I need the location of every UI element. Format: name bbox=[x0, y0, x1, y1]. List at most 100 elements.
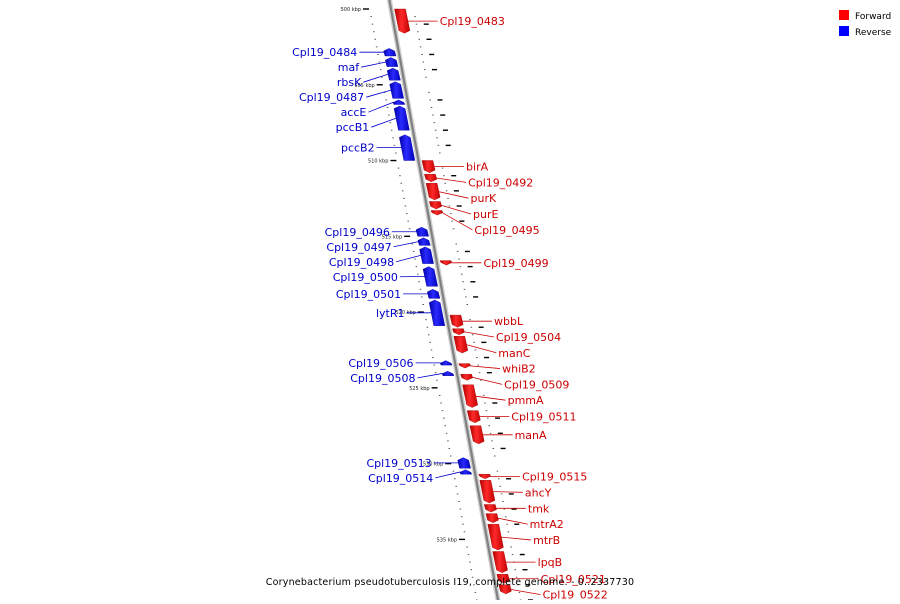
gene-leader-line bbox=[464, 332, 494, 337]
gene-label[interactable]: lytR1 bbox=[376, 307, 405, 320]
gene-Cpl19_0515[interactable] bbox=[479, 474, 491, 479]
gene-manA[interactable] bbox=[470, 426, 484, 444]
gene-label[interactable]: Cpl19_0508 bbox=[350, 372, 415, 385]
gene-leader-line bbox=[441, 205, 471, 214]
gene-whiB2[interactable] bbox=[459, 364, 471, 369]
gene-Cpl19_0497[interactable] bbox=[418, 238, 430, 246]
gene-label[interactable]: Cpl19_0496 bbox=[325, 226, 390, 239]
gene-label[interactable]: Cpl19_0492 bbox=[468, 176, 533, 189]
gene-label[interactable]: accE bbox=[341, 106, 367, 119]
gene-label[interactable]: Cpl19_0514 bbox=[368, 472, 433, 485]
legend-label-reverse: Reverse bbox=[855, 28, 892, 38]
gene-accE[interactable] bbox=[393, 100, 405, 105]
kbp-tick-label: 510 kbp bbox=[368, 159, 388, 165]
backbone-layer bbox=[388, 0, 500, 600]
gene-leader-line bbox=[470, 366, 500, 369]
gene-label[interactable]: manC bbox=[498, 347, 530, 360]
gene-label[interactable]: Cpl19_0506 bbox=[348, 357, 413, 370]
gene-Cpl19_0508[interactable] bbox=[442, 371, 454, 376]
gene-label[interactable]: mtrB bbox=[533, 534, 560, 547]
gene-tmk[interactable] bbox=[484, 505, 496, 513]
gene-label[interactable]: pmmA bbox=[508, 394, 544, 407]
gene-label[interactable]: Cpl19_0484 bbox=[292, 46, 357, 59]
gene-label[interactable]: tmk bbox=[528, 502, 550, 515]
gene-purE[interactable] bbox=[429, 202, 441, 210]
gene-leader-line bbox=[511, 589, 541, 594]
gene-Cpl19_0513[interactable] bbox=[458, 458, 471, 469]
gene-leader-line bbox=[368, 102, 393, 112]
gene-leader-line bbox=[363, 74, 388, 82]
gene-label[interactable]: Cpl19_0522 bbox=[543, 589, 608, 600]
gene-label[interactable]: pccB2 bbox=[341, 142, 375, 155]
gene-label[interactable]: purK bbox=[471, 192, 497, 205]
gene-leader-line bbox=[394, 242, 419, 247]
gene-label[interactable]: Cpl19_0504 bbox=[496, 331, 561, 344]
gene-maf[interactable] bbox=[385, 58, 398, 67]
gene-leader-line bbox=[436, 178, 466, 182]
gene-mtrA2[interactable] bbox=[486, 514, 499, 523]
gene-label[interactable]: manA bbox=[515, 429, 547, 442]
gene-Cpl19_0511[interactable] bbox=[467, 411, 480, 423]
gene-wbbL[interactable] bbox=[450, 315, 463, 327]
legend-label-forward: Forward bbox=[855, 12, 891, 22]
gene-Cpl19_0514[interactable] bbox=[460, 470, 472, 475]
kbp-tick-label: 500 kbp bbox=[341, 7, 361, 13]
gene-label[interactable]: maf bbox=[338, 61, 360, 74]
gene-layer bbox=[384, 9, 512, 594]
gene-label[interactable]: birA bbox=[466, 161, 489, 174]
gene-label[interactable]: lpqB bbox=[538, 556, 563, 569]
gene-Cpl19_0501[interactable] bbox=[427, 289, 440, 298]
gene-Cpl19_0504[interactable] bbox=[452, 329, 464, 335]
legend: Forward Reverse bbox=[839, 10, 892, 38]
kbp-tick-label: 525 kbp bbox=[409, 386, 429, 392]
gene-label[interactable]: Cpl19_0499 bbox=[483, 257, 548, 270]
gene-label[interactable]: Cpl19_0501 bbox=[336, 288, 401, 301]
gene-leader-line bbox=[396, 255, 421, 262]
gene-label[interactable]: ahcY bbox=[525, 486, 552, 499]
gene-leader-line bbox=[476, 396, 506, 400]
gene-Cpl19_0487[interactable] bbox=[390, 82, 404, 99]
gene-label[interactable]: Cpl19_0495 bbox=[474, 224, 539, 237]
gene-Cpl19_0500[interactable] bbox=[423, 267, 438, 287]
gene-leader-line bbox=[466, 345, 496, 353]
gene-Cpl19_0498[interactable] bbox=[420, 247, 434, 264]
gene-label[interactable]: whiB2 bbox=[502, 363, 536, 376]
gene-label[interactable]: Cpl19_0509 bbox=[504, 378, 569, 391]
gene-label[interactable]: pccB1 bbox=[336, 121, 370, 134]
gene-Cpl19_0509[interactable] bbox=[461, 374, 473, 380]
gene-label[interactable]: Cpl19_0483 bbox=[440, 15, 505, 28]
gene-label[interactable]: Cpl19_0487 bbox=[299, 91, 364, 104]
gene-leader-line bbox=[498, 518, 528, 524]
gene-purK[interactable] bbox=[426, 183, 440, 200]
gene-leader-line bbox=[493, 492, 523, 493]
gene-Cpl19_0499[interactable] bbox=[440, 261, 452, 266]
gene-label[interactable]: rbsK bbox=[337, 76, 362, 89]
gene-Cpl19_0484[interactable] bbox=[384, 48, 396, 56]
gene-Cpl19_0495[interactable] bbox=[431, 211, 443, 216]
gene-birA[interactable] bbox=[422, 161, 435, 173]
gene-label[interactable]: Cpl19_0513 bbox=[366, 457, 431, 470]
gene-rbsK[interactable] bbox=[387, 68, 400, 80]
gene-label[interactable]: purE bbox=[473, 208, 498, 221]
gene-Cpl19_0496[interactable] bbox=[416, 227, 429, 236]
gene-label[interactable]: Cpl19_0500 bbox=[333, 271, 398, 284]
gene-label[interactable]: Cpl19_0497 bbox=[326, 241, 391, 254]
gene-leader-line bbox=[366, 90, 391, 97]
legend-item-reverse: Reverse bbox=[839, 26, 892, 38]
gene-leader-line bbox=[371, 118, 396, 127]
gene-label[interactable]: Cpl19_0511 bbox=[511, 411, 576, 424]
gene-label[interactable]: wbbL bbox=[494, 315, 524, 328]
gene-label[interactable]: mtrA2 bbox=[530, 518, 564, 531]
gene-manC[interactable] bbox=[454, 336, 468, 353]
gene-leader-line bbox=[472, 377, 502, 384]
gene-label[interactable]: Cpl19_0498 bbox=[329, 256, 394, 269]
legend-swatch-forward bbox=[839, 10, 849, 20]
gene-leader-line bbox=[417, 373, 442, 377]
gene-Cpl19_0506[interactable] bbox=[440, 361, 452, 366]
gene-Cpl19_0492[interactable] bbox=[424, 174, 436, 182]
kbp-tick-label: 535 kbp bbox=[437, 537, 457, 543]
gene-label[interactable]: Cpl19_0515 bbox=[522, 470, 587, 483]
